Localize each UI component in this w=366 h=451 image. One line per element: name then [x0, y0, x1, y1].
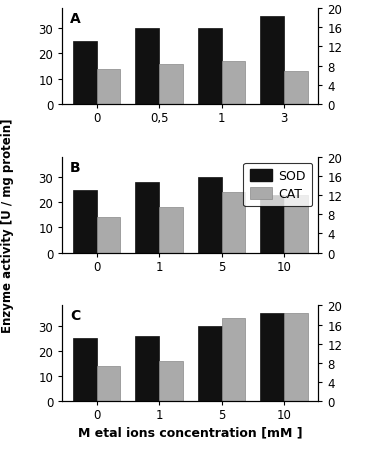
Text: C: C	[70, 308, 80, 322]
Text: Enzyme activity [U / mg protein]: Enzyme activity [U / mg protein]	[1, 119, 14, 332]
Text: B: B	[70, 160, 81, 174]
Bar	[284, 195, 308, 253]
Bar	[221, 193, 245, 253]
Bar	[260, 195, 284, 253]
Bar	[198, 326, 221, 401]
Bar	[73, 338, 97, 401]
Legend: SOD, CAT: SOD, CAT	[243, 164, 312, 207]
Bar	[260, 17, 284, 105]
Bar	[221, 318, 245, 401]
Bar	[159, 361, 183, 401]
Bar	[159, 208, 183, 253]
X-axis label: M etal ions concentration [mM ]: M etal ions concentration [mM ]	[78, 425, 303, 438]
Bar	[73, 190, 97, 253]
Bar	[159, 64, 183, 105]
Bar	[221, 62, 245, 105]
Bar	[284, 72, 308, 105]
Bar	[284, 313, 308, 401]
Bar	[97, 69, 120, 105]
Bar	[198, 29, 221, 105]
Bar	[260, 313, 284, 401]
Bar	[198, 178, 221, 253]
Bar	[73, 42, 97, 105]
Bar	[97, 218, 120, 253]
Bar	[135, 29, 159, 105]
Bar	[135, 336, 159, 401]
Bar	[135, 183, 159, 253]
Text: A: A	[70, 12, 81, 26]
Bar	[97, 366, 120, 401]
